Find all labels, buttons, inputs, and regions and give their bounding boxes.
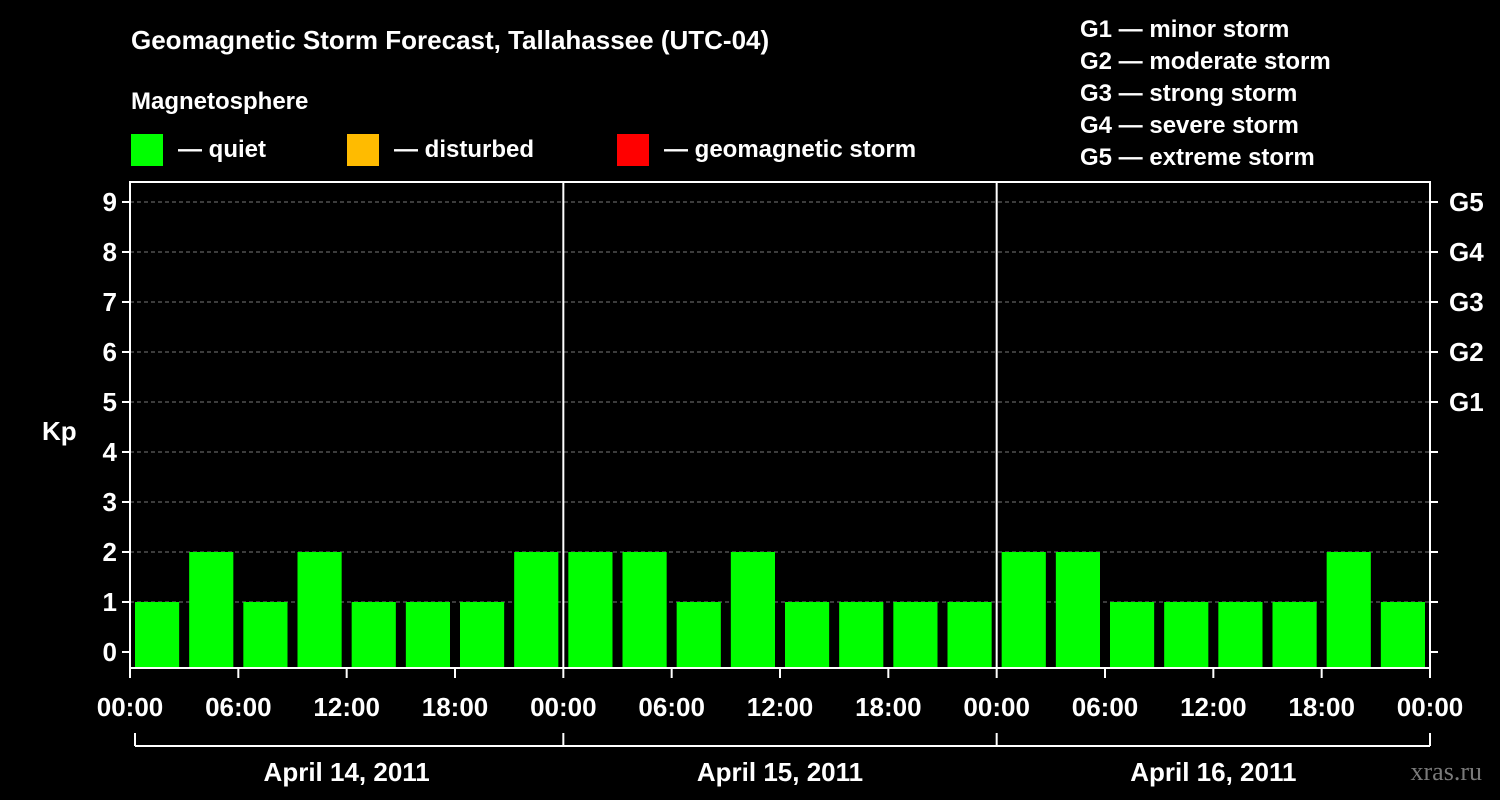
day-label: April 16, 2011	[1130, 757, 1296, 787]
legend-swatch-storm	[617, 134, 649, 166]
kp-bar	[1164, 602, 1209, 668]
kp-bar	[1001, 552, 1046, 668]
storm-level-label: G2	[1449, 337, 1484, 367]
kp-bar	[568, 552, 613, 668]
y-tick-label: 1	[103, 587, 117, 617]
kp-bar	[947, 602, 992, 668]
kp-bar	[189, 552, 234, 668]
y-tick-label: 0	[103, 637, 117, 667]
kp-bar	[1326, 552, 1371, 668]
storm-scale-g5: G5 — extreme storm	[1080, 144, 1315, 171]
chart-title: Geomagnetic Storm Forecast, Tallahassee …	[131, 25, 769, 55]
y-tick-label: 2	[103, 537, 117, 567]
x-tick-label: 18:00	[422, 692, 489, 722]
x-tick-label: 06:00	[638, 692, 705, 722]
kp-bar	[297, 552, 342, 668]
kp-bar	[460, 602, 505, 668]
x-tick-label: 06:00	[1072, 692, 1139, 722]
kp-bar	[243, 602, 288, 668]
y-tick-label: 8	[103, 237, 117, 267]
legend-swatch-quiet	[131, 134, 163, 166]
x-tick-label: 12:00	[313, 692, 380, 722]
storm-scale-g2: G2 — moderate storm	[1080, 48, 1331, 75]
y-tick-label: 4	[103, 437, 118, 467]
x-tick-label: 18:00	[855, 692, 922, 722]
legend-heading: Magnetosphere	[131, 88, 308, 115]
storm-level-label: G5	[1449, 187, 1484, 217]
y-tick-label: 6	[103, 337, 117, 367]
x-tick-label: 12:00	[747, 692, 814, 722]
kp-bar	[135, 602, 180, 668]
day-label: April 14, 2011	[264, 757, 430, 787]
legend-swatch-disturbed	[347, 134, 379, 166]
y-tick-label: 5	[103, 387, 117, 417]
kp-bar	[1380, 602, 1425, 668]
storm-level-label: G3	[1449, 287, 1484, 317]
x-tick-label: 00:00	[97, 692, 164, 722]
storm-scale-g3: G3 — strong storm	[1080, 80, 1297, 107]
watermark: xras.ru	[1411, 757, 1482, 786]
y-axis-label: Kp	[42, 416, 77, 446]
y-tick-label: 3	[103, 487, 117, 517]
kp-bar	[893, 602, 938, 668]
y-tick-label: 7	[103, 287, 117, 317]
kp-bar	[514, 552, 559, 668]
storm-scale-g1: G1 — minor storm	[1080, 16, 1289, 43]
kp-bar	[405, 602, 450, 668]
x-tick-label: 12:00	[1180, 692, 1247, 722]
kp-bar	[351, 602, 396, 668]
kp-bar	[730, 552, 775, 668]
storm-level-label: G1	[1449, 387, 1484, 417]
kp-bar	[839, 602, 884, 668]
storm-level-label: G4	[1449, 237, 1484, 267]
x-tick-label: 00:00	[963, 692, 1030, 722]
day-label: April 15, 2011	[697, 757, 863, 787]
x-tick-label: 06:00	[205, 692, 272, 722]
plot-area: 0 1 2 3 4 5 6 7 8 9 G1 G2 G3 G4 G5 00:00 06:00 12:00 18:00…	[97, 181, 1484, 787]
legend-label-quiet: — quiet	[178, 136, 266, 163]
kp-bar	[1218, 602, 1263, 668]
legend-label-storm: — geomagnetic storm	[664, 136, 916, 163]
x-tick-label: 18:00	[1288, 692, 1355, 722]
storm-scale-g4: G4 — severe storm	[1080, 112, 1299, 139]
kp-bar	[622, 552, 667, 668]
y-tick-label: 9	[103, 187, 117, 217]
kp-bar	[1055, 552, 1100, 668]
kp-bar	[676, 602, 721, 668]
kp-bar	[1272, 602, 1317, 668]
legend-label-disturbed: — disturbed	[394, 136, 534, 163]
kp-bar	[1110, 602, 1155, 668]
kp-bar	[785, 602, 830, 668]
x-tick-label: 00:00	[1397, 692, 1464, 722]
x-tick-label: 00:00	[530, 692, 597, 722]
